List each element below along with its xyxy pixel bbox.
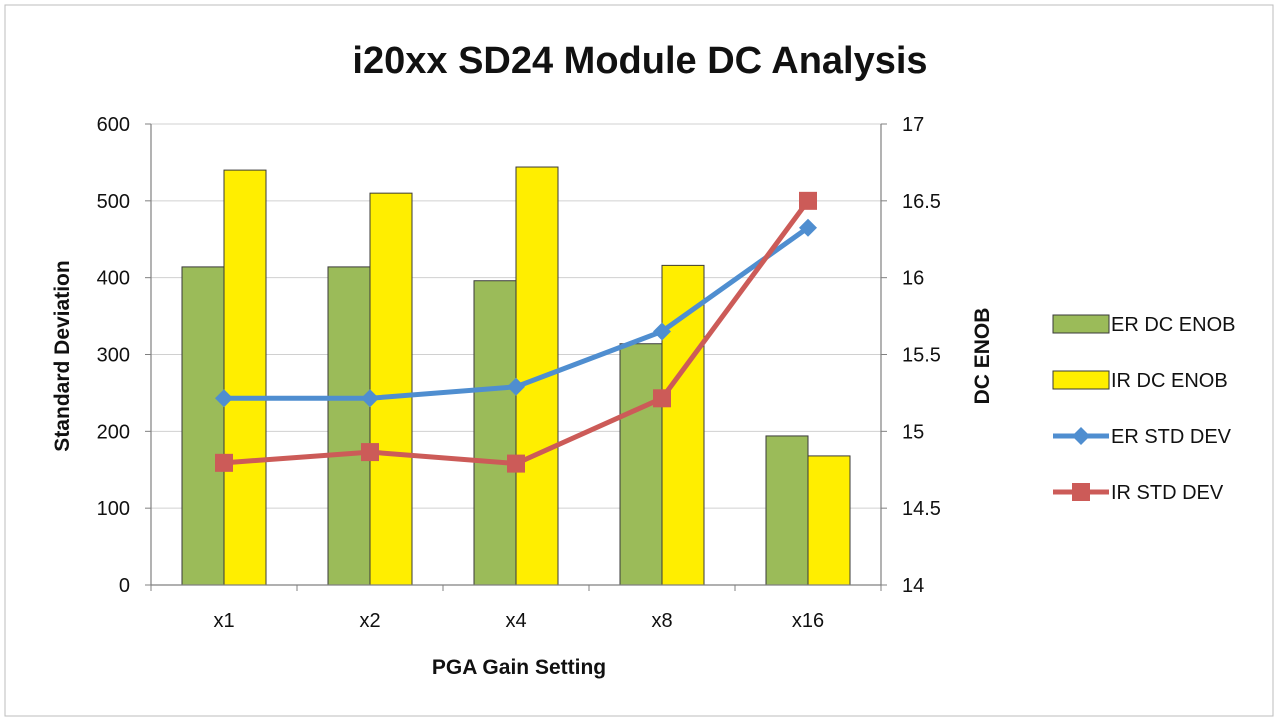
x-tick-label: x4 [505,610,526,632]
line-layer [215,191,817,473]
y-right-tick-label: 17 [902,114,924,136]
y-left-tick-label: 300 [97,345,130,367]
y-left-tick-label: 0 [119,575,130,597]
y-right-tick-label: 14.5 [902,498,941,520]
bar-er-dc-enob [619,343,663,586]
bar-er-dc-enob [327,266,371,586]
point-er-std-dev [215,389,233,408]
point-er-std-dev [799,218,817,237]
point-ir-std-dev [653,389,671,408]
y-axis-right-label: DC ENOB [971,308,994,405]
legend: ER DC ENOB IR DC ENOB ER STD DEV IR STD DEV [1052,314,1235,504]
y-right-tick-label: 16.5 [902,191,941,213]
point-ir-std-dev [799,191,817,210]
y-left-tick-label: 600 [97,114,130,136]
tick-labels: 0 100 200 300 400 500 600 14 14.5 15 15.5 16 16.5 17 x… [97,114,941,632]
legend-label-er-std-dev: ER STD DEV [1111,426,1232,448]
legend-swatch-ir-dc-enob [1052,370,1110,390]
y-left-tick-label: 100 [97,498,130,520]
y-axis-left-label: Standard Deviation [51,260,74,451]
y-right-tick-label: 14 [902,575,924,597]
y-right-tick-label: 16 [902,268,924,290]
x-tick-label: x2 [359,610,380,632]
bar-er-dc-enob [473,280,517,586]
y-left-tick-label: 500 [97,191,130,213]
point-er-std-dev [361,389,379,408]
axes [145,123,887,591]
legend-marker-er-std-dev [1072,427,1090,445]
y-left-tick-label: 200 [97,421,130,443]
point-ir-std-dev [361,443,379,462]
point-er-std-dev [507,377,525,396]
legend-label-ir-std-dev: IR STD DEV [1111,482,1224,504]
bar-ir-dc-enob [515,166,559,586]
y-right-tick-label: 15 [902,421,924,443]
bar-layer [181,166,851,586]
point-ir-std-dev [215,453,233,472]
point-ir-std-dev [507,454,525,473]
x-tick-label: x16 [792,610,824,632]
bar-ir-dc-enob [661,264,705,586]
point-er-std-dev [653,322,671,341]
bar-ir-dc-enob [807,455,851,586]
bar-ir-dc-enob [369,192,413,586]
legend-label-er-dc-enob: ER DC ENOB [1111,314,1235,336]
legend-marker-ir-std-dev [1072,483,1090,501]
y-right-tick-label: 15.5 [902,345,941,367]
chart-title: i20xx SD24 Module DC Analysis [352,40,927,82]
x-tick-label: x8 [651,610,672,632]
y-left-tick-label: 400 [97,268,130,290]
bar-ir-dc-enob [223,169,267,586]
legend-swatch-er-dc-enob [1052,314,1110,334]
legend-label-ir-dc-enob: IR DC ENOB [1111,370,1228,392]
x-tick-label: x1 [213,610,234,632]
bar-er-dc-enob [765,435,809,586]
x-axis-label: PGA Gain Setting [432,656,606,679]
bar-er-dc-enob [181,266,225,586]
